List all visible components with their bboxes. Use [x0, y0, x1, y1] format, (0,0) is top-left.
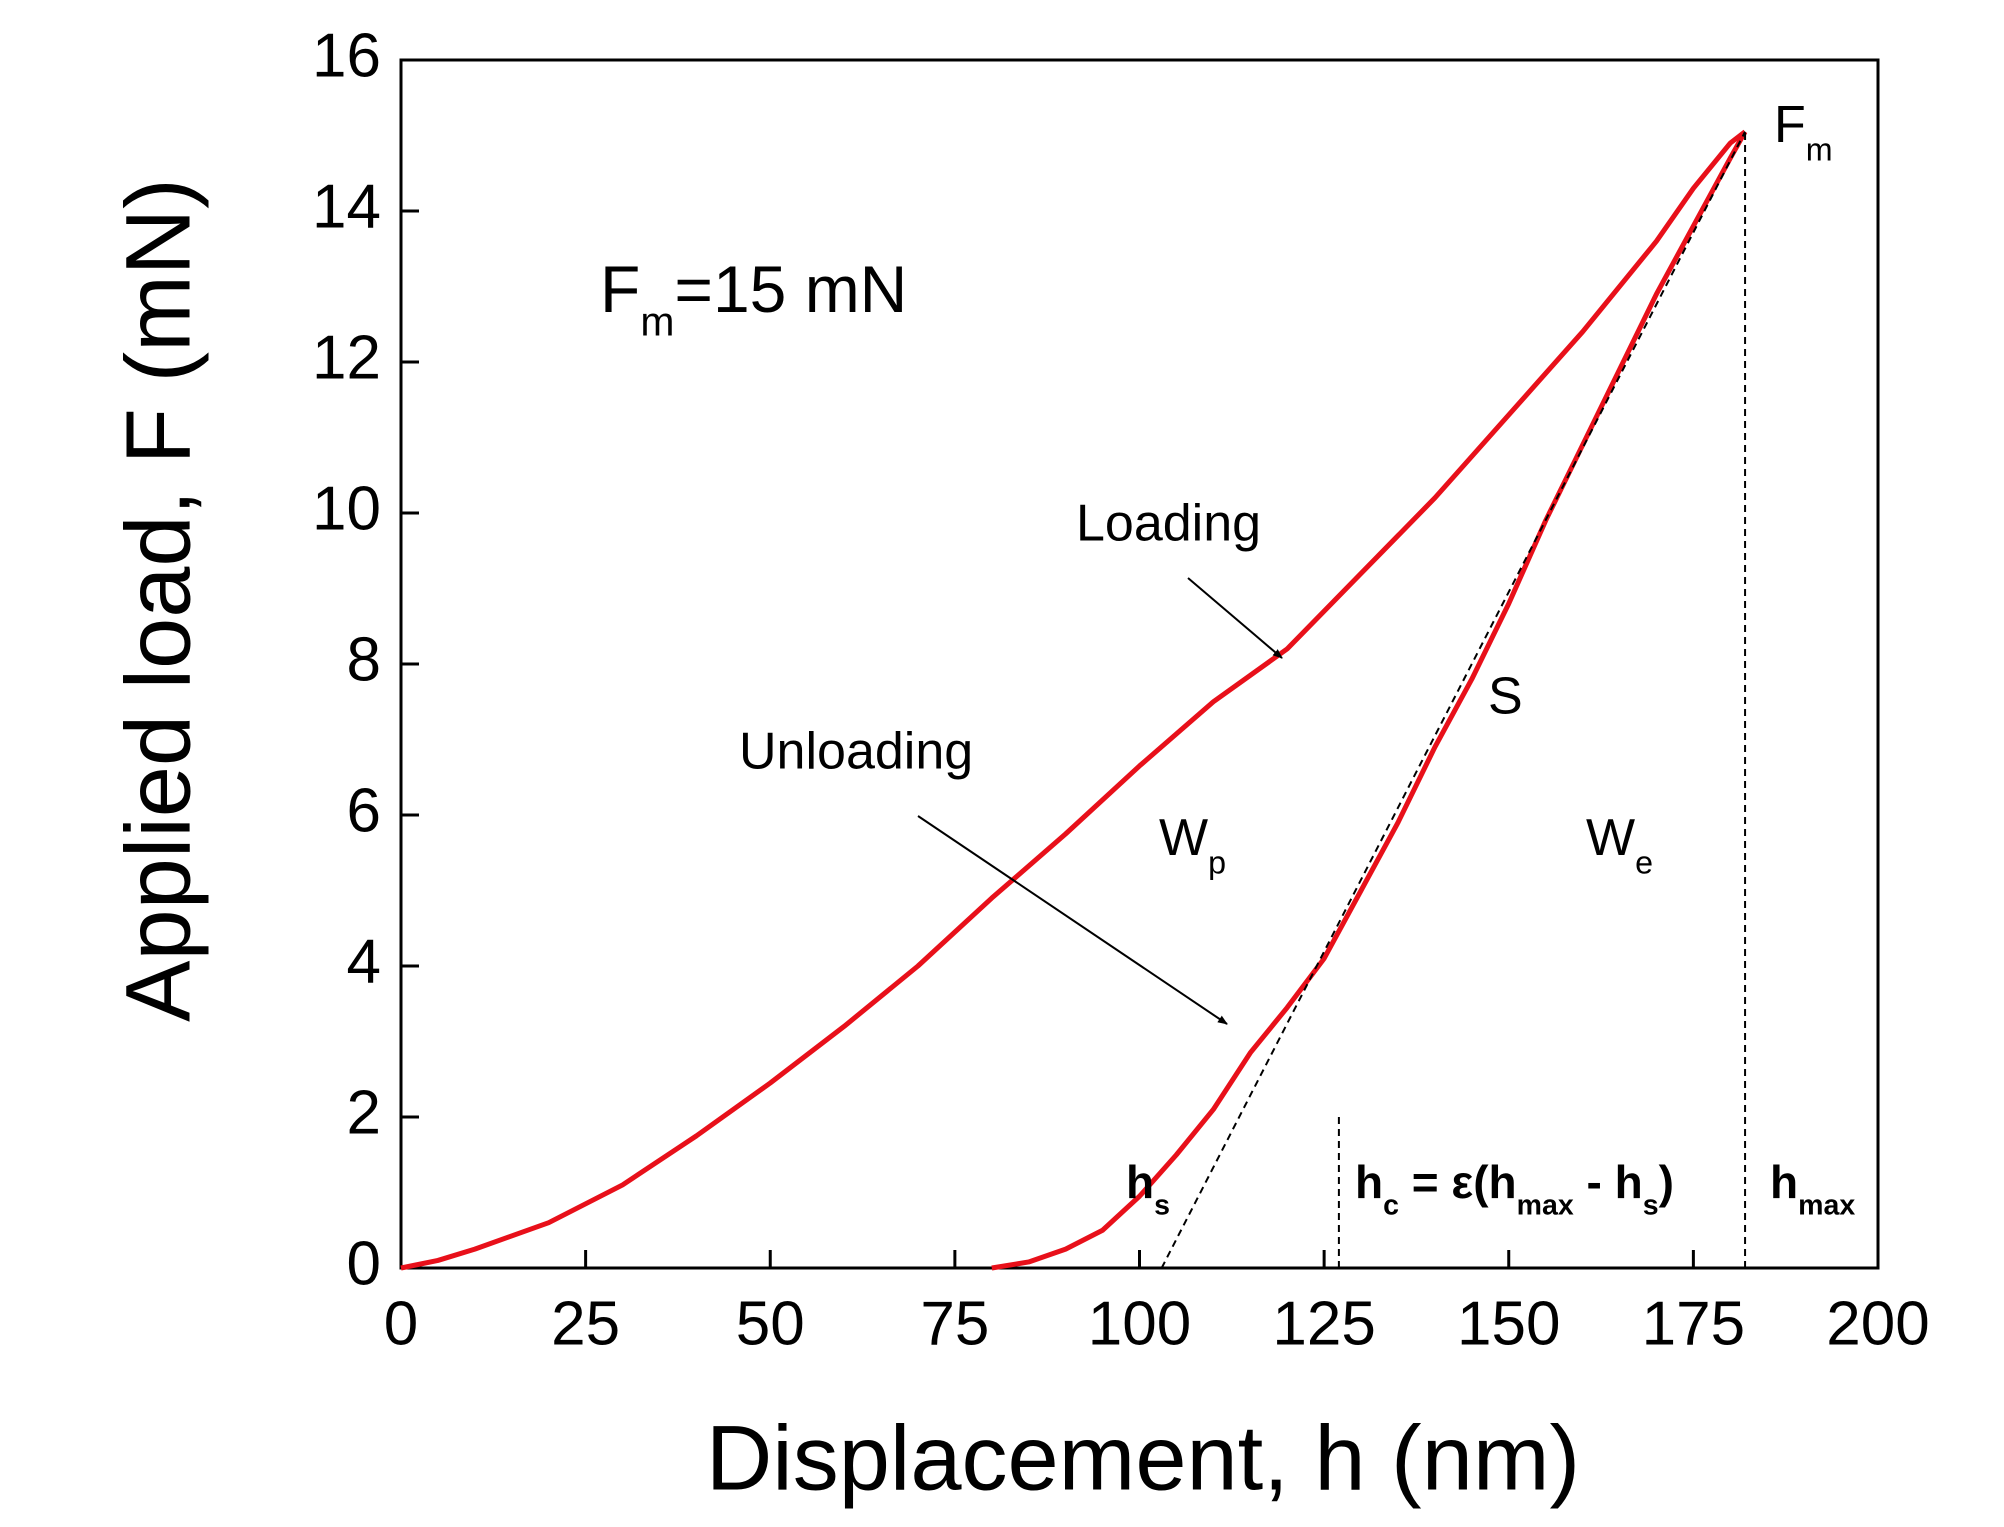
subscript: max: [1798, 1189, 1855, 1221]
annotation-part: =15 mN: [674, 252, 907, 326]
x-tick-label: 100: [1088, 1289, 1191, 1358]
y-tick-label: 6: [347, 776, 381, 845]
subscript: e: [1635, 844, 1653, 880]
x-tick-label: 200: [1826, 1289, 1929, 1358]
annotation-part: h: [1355, 1156, 1383, 1208]
annotation-part: h: [1770, 1156, 1798, 1208]
x-tick-label: 125: [1272, 1289, 1375, 1358]
x-tick-label: 150: [1457, 1289, 1560, 1358]
annotation: Fm: [1774, 96, 1833, 167]
y-tick-label: 10: [312, 474, 381, 543]
tangent-line: [1160, 131, 1746, 1269]
annotation-part: W: [1586, 809, 1635, 867]
subscript: max: [1517, 1189, 1574, 1221]
annotation: hs: [1126, 1156, 1170, 1221]
annotation-part: W: [1159, 809, 1208, 867]
annotation: Wp: [1159, 809, 1226, 880]
y-tick-label: 8: [347, 625, 381, 694]
x-tick-label: 75: [920, 1289, 989, 1358]
annotation: We: [1586, 809, 1653, 880]
y-axis-title: Applied load, F (mN): [107, 178, 209, 1022]
x-tick-label: 0: [384, 1289, 418, 1358]
annotation-part: ): [1659, 1156, 1674, 1208]
data-line: [991, 130, 1748, 1271]
subscript: s: [1643, 1189, 1659, 1221]
y-tick-label: 12: [312, 323, 381, 392]
subscript: m: [1806, 131, 1833, 167]
annotation: hmax: [1770, 1156, 1855, 1221]
subscript: s: [1154, 1189, 1170, 1221]
arrow: [917, 815, 1228, 1025]
annotation: hc = ε(hmax - hs): [1355, 1156, 1674, 1221]
y-tick-label: 0: [347, 1229, 381, 1298]
subscript: c: [1383, 1189, 1399, 1221]
series-label: S: [1488, 668, 1523, 726]
y-tick-label: 16: [312, 21, 381, 90]
annotation-part: F: [600, 252, 640, 326]
x-tick-label: 50: [736, 1289, 805, 1358]
y-tick-label: 2: [347, 1078, 381, 1147]
annotation-part: = ε(h: [1399, 1156, 1517, 1208]
y-tick-label: 4: [347, 927, 381, 996]
subscript: p: [1208, 844, 1226, 880]
subscript: m: [640, 299, 674, 345]
annotation: Fm=15 mN: [600, 252, 907, 344]
series-label: Unloading: [739, 723, 973, 781]
y-tick-label: 14: [312, 172, 381, 241]
arrow: [1187, 577, 1283, 659]
annotation-part: h: [1126, 1156, 1154, 1208]
x-axis-title: Displacement, h (nm): [706, 1407, 1580, 1509]
x-tick-label: 25: [551, 1289, 620, 1358]
annotation-part: - h: [1574, 1156, 1643, 1208]
series-label: Loading: [1076, 495, 1261, 553]
data-line: [400, 129, 1747, 1271]
annotation-part: F: [1774, 96, 1806, 154]
x-tick-label: 175: [1642, 1289, 1745, 1358]
